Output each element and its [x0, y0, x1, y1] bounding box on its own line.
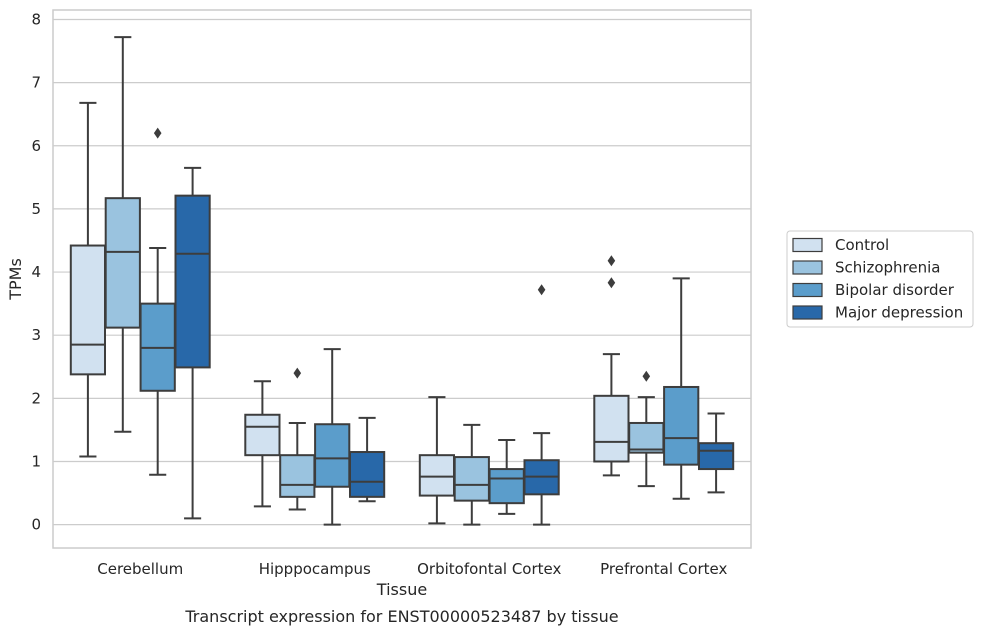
box-iqr [593, 394, 630, 463]
box-schizophrenia [104, 36, 141, 433]
y-tick-label: 8 [31, 10, 41, 28]
y-axis-label: TPMs [6, 258, 25, 301]
y-tick-label: 2 [31, 389, 41, 407]
outlier-point [153, 127, 162, 139]
box-iqr [69, 244, 107, 376]
box-iqr [244, 413, 281, 457]
box-major-depression [697, 412, 735, 494]
outlier-point [607, 255, 616, 267]
legend-item: Control [792, 236, 889, 254]
box-iqr [488, 468, 525, 505]
x-axis-label: Tissue [376, 580, 427, 599]
legend-item: Major depression [792, 304, 963, 322]
box-bipolar-disorder [488, 439, 525, 515]
box-major-depression [523, 284, 560, 526]
plot-frame [52, 9, 752, 549]
legend-frame [786, 230, 974, 328]
box-schizophrenia [279, 367, 316, 511]
y-tick-label: 0 [31, 516, 41, 534]
legend-swatch [792, 260, 823, 275]
x-tick-labels: Cerebellum Hipppocampus Orbitofontal Corte… [97, 560, 727, 578]
legend-swatch [792, 305, 823, 320]
y-tick-labels: 0 1 2 3 4 5 6 7 8 [31, 10, 41, 533]
y-tick-label: 7 [31, 74, 41, 92]
x-tick-label: Cerebellum [97, 560, 183, 578]
legend-label: Control [835, 236, 889, 254]
x-tick-label: Prefrontal Cortex [600, 560, 727, 578]
box-iqr [453, 456, 490, 502]
box-groups [69, 36, 735, 526]
legend-swatch [792, 237, 823, 253]
box-iqr [104, 197, 141, 329]
box-bipolar-disorder [314, 348, 351, 526]
legend-item: Schizophrenia [792, 259, 940, 277]
outlier-point [642, 370, 651, 382]
box-iqr [663, 385, 700, 466]
box-control [593, 255, 630, 477]
box-schizophrenia [628, 370, 665, 488]
y-tick-label: 5 [31, 200, 41, 218]
legend: Control Schizophrenia Bipolar disorder Majo… [786, 230, 974, 328]
box-iqr [628, 421, 665, 454]
outlier-point [293, 367, 302, 379]
y-tick-label: 3 [31, 326, 41, 344]
x-tick-label: Hipppocampus [259, 560, 371, 578]
outlier-point [537, 284, 546, 296]
box-major-depression [348, 416, 386, 503]
box-control [418, 396, 456, 525]
box-bipolar-disorder [139, 127, 176, 476]
box-iqr [174, 194, 211, 369]
box-iqr [314, 423, 351, 488]
chart-caption: Transcript expression for ENST0000052348… [184, 607, 618, 626]
box-major-depression [174, 166, 211, 520]
outlier-point [607, 277, 616, 289]
x-tick-label: Orbitofontal Cortex [417, 560, 561, 578]
box-iqr [279, 454, 316, 498]
box-control [244, 380, 281, 508]
box-control [69, 101, 107, 458]
box-iqr [348, 451, 386, 498]
legend-label: Major depression [835, 304, 963, 322]
box-iqr [697, 442, 735, 471]
y-tick-label: 6 [31, 137, 41, 155]
box-schizophrenia [453, 423, 490, 526]
legend-item: Bipolar disorder [792, 281, 955, 299]
box-bipolar-disorder [663, 277, 700, 500]
legend-label: Schizophrenia [835, 259, 940, 277]
legend-swatch [792, 282, 823, 298]
legend-label: Bipolar disorder [835, 281, 955, 299]
y-tick-label: 4 [31, 263, 41, 281]
box-iqr [418, 454, 456, 497]
y-tick-label: 1 [31, 452, 41, 470]
